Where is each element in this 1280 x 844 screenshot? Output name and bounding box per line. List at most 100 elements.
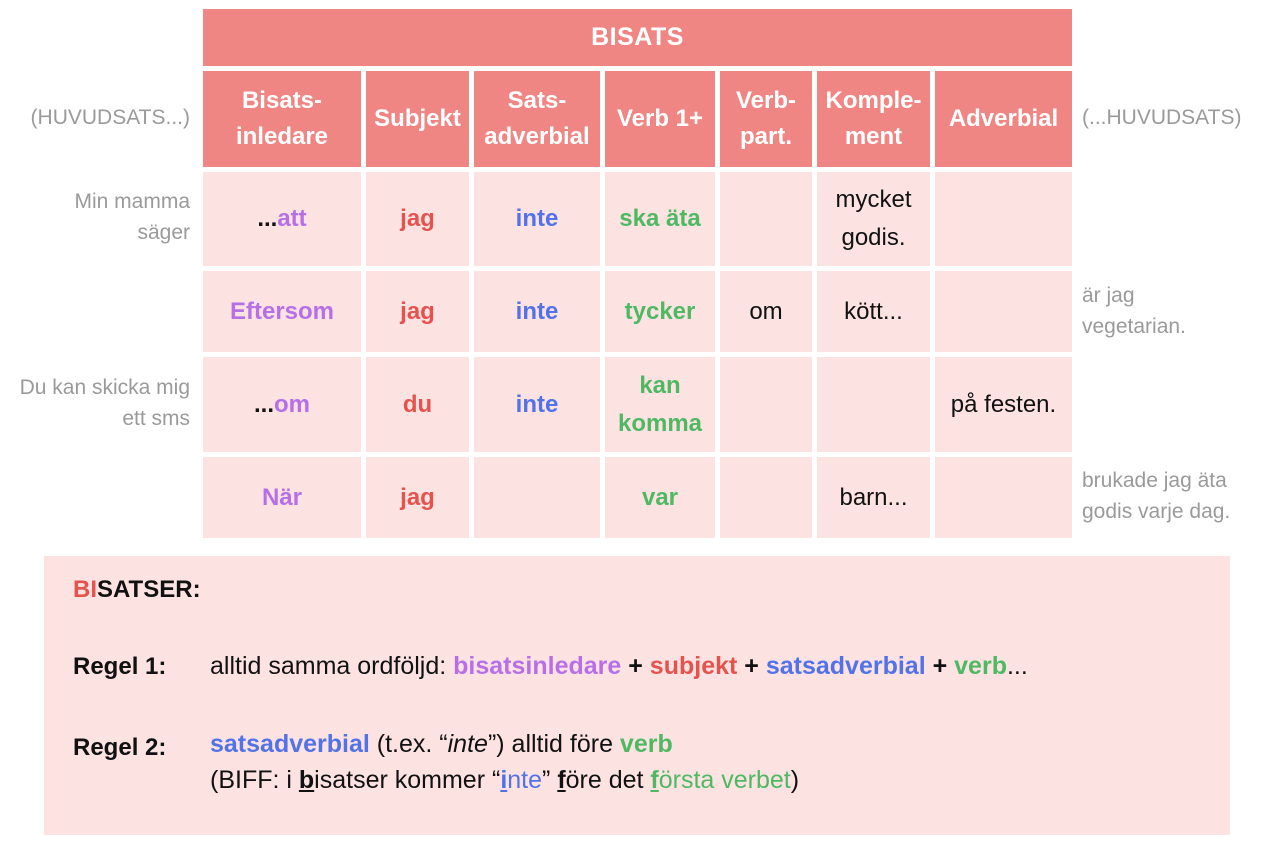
- mnemonic-i: i: [500, 766, 508, 794]
- mnemonic-f2: f: [650, 766, 659, 794]
- row1-bisatsinledare: ... att: [203, 172, 361, 266]
- ellipsis: ...: [1006, 652, 1028, 680]
- row2-subjekt: jag: [366, 271, 469, 352]
- mnemonic-f: f: [557, 766, 566, 794]
- regel1-subjekt: subjekt: [649, 652, 738, 680]
- header-bisatsinledare: Bisats-inledare: [203, 71, 361, 167]
- header-line: Verb 1+: [616, 105, 704, 132]
- row1-subjekt: jag: [366, 172, 469, 266]
- row4-adverbial: [935, 457, 1072, 538]
- context-line: ett sms: [122, 407, 190, 430]
- row4-bisatsinledare: När: [203, 457, 361, 538]
- ellipsis: ...: [253, 390, 274, 418]
- row2-komplement: kött...: [817, 271, 930, 352]
- context-line: säger: [137, 221, 190, 244]
- context-line: brukade jag äta: [1082, 469, 1227, 492]
- row2-adverbial: [935, 271, 1072, 352]
- row4-komplement: barn...: [817, 457, 930, 538]
- row3-komplement: [817, 357, 930, 452]
- header-line: Verb-: [735, 87, 797, 114]
- cell-line: kan: [639, 371, 681, 399]
- table-title: BISATS: [203, 9, 1072, 66]
- rules-title-rest: SATSER:: [97, 576, 201, 603]
- header-line: Sats-: [507, 87, 567, 114]
- text: öre det: [565, 766, 651, 794]
- regel2-satsadverbial: satsadverbial: [210, 730, 370, 758]
- plus: +: [621, 652, 650, 680]
- row2-bisatsinledare: Eftersom: [203, 271, 361, 352]
- rules-title-highlight: BI: [73, 576, 97, 603]
- context-line: Du kan skicka mig: [19, 376, 190, 399]
- context-line: godis varje dag.: [1082, 500, 1231, 523]
- text-inte: nte: [507, 766, 543, 794]
- header-adverbial: Adverbial: [935, 71, 1072, 167]
- row3-adverbial: på festen.: [935, 357, 1072, 452]
- side-header-right: (...HUVUDSATS): [1082, 106, 1242, 129]
- row3-satsadverbial: inte: [474, 357, 600, 452]
- row2-verb: tycker: [605, 271, 715, 352]
- header-line: Adverbial: [948, 105, 1059, 132]
- header-verbpartikel: Verb-part.: [720, 71, 812, 167]
- regel2-label: Regel 2:: [73, 734, 167, 761]
- header-satsadverbial: Sats-adverbial: [474, 71, 600, 167]
- row2-satsadverbial: inte: [474, 271, 600, 352]
- cell-text: om: [274, 390, 310, 418]
- regel2-text: satsadverbial (t.ex. “inte”) alltid före…: [210, 726, 1210, 798]
- ellipsis: ...: [257, 205, 278, 232]
- cell-line: komma: [617, 409, 703, 437]
- row1-satsadverbial: inte: [474, 172, 600, 266]
- plus: +: [737, 652, 766, 680]
- regel1-bisatsinledare: bisatsinledare: [453, 652, 622, 680]
- row4-right-context: brukade jag äta godis varje dag.: [1082, 465, 1272, 527]
- header-line: Subjekt: [374, 105, 461, 132]
- regel2-line1: satsadverbial (t.ex. “inte”) alltid före…: [210, 726, 1210, 762]
- text: (BIFF: i: [210, 766, 299, 794]
- row3-verbpartikel: [720, 357, 812, 452]
- cell-line: mycket: [835, 186, 912, 213]
- row3-left-context: Du kan skicka mig ett sms: [10, 372, 190, 434]
- header-line: part.: [739, 123, 792, 150]
- row4-subjekt: jag: [366, 457, 469, 538]
- header-komplement: Komple-ment: [817, 71, 930, 167]
- regel2-verb: verb: [619, 730, 673, 758]
- row4-verb: var: [605, 457, 715, 538]
- regel1-verb: verb: [954, 652, 1007, 680]
- side-header-left: (HUVUDSATS...): [30, 106, 190, 129]
- text-forsta-verbet: örsta verbet: [658, 766, 791, 794]
- text-inte: inte: [447, 730, 488, 758]
- regel1-prefix: alltid samma ordföljd:: [210, 652, 454, 680]
- header-line: Komple-: [825, 87, 922, 114]
- header-line: ment: [844, 123, 903, 150]
- header-line: Bisats-: [241, 87, 322, 114]
- rules-box: [44, 556, 1230, 835]
- context-line: Min mamma: [74, 190, 190, 213]
- row2-right-context: är jag vegetarian.: [1082, 280, 1272, 342]
- header-line: inledare: [235, 123, 329, 150]
- row1-komplement: mycket godis.: [817, 172, 930, 266]
- regel1-label: Regel 1:: [73, 653, 167, 680]
- context-line: är jag: [1082, 284, 1135, 307]
- row1-verb: ska äta: [605, 172, 715, 266]
- header-line: adverbial: [484, 123, 590, 150]
- text: ): [790, 766, 800, 794]
- rules-title: BISATSER:: [73, 576, 201, 604]
- row2-verbpartikel: om: [720, 271, 812, 352]
- row1-left-context: Min mamma säger: [20, 186, 190, 248]
- row3-bisatsinledare: ... om: [203, 357, 361, 452]
- plus: +: [925, 652, 955, 680]
- mnemonic-b: b: [298, 766, 315, 794]
- header-verb: Verb 1+: [605, 71, 715, 167]
- text: ”) alltid före: [487, 730, 620, 758]
- regel2-line2: (BIFF: i bisatser kommer “inte” före det…: [210, 762, 1210, 798]
- text: (t.ex. “: [369, 730, 448, 758]
- row1-adverbial: [935, 172, 1072, 266]
- regel1-text: alltid samma ordföljd: bisatsinledare + …: [210, 648, 1210, 684]
- row4-verbpartikel: [720, 457, 812, 538]
- cell-text: att: [277, 205, 307, 232]
- row3-subjekt: du: [366, 357, 469, 452]
- row3-verb: kan komma: [605, 357, 715, 452]
- context-line: vegetarian.: [1082, 315, 1186, 338]
- text: isatser kommer “: [314, 766, 501, 794]
- text: ”: [542, 766, 558, 794]
- header-subjekt: Subjekt: [366, 71, 469, 167]
